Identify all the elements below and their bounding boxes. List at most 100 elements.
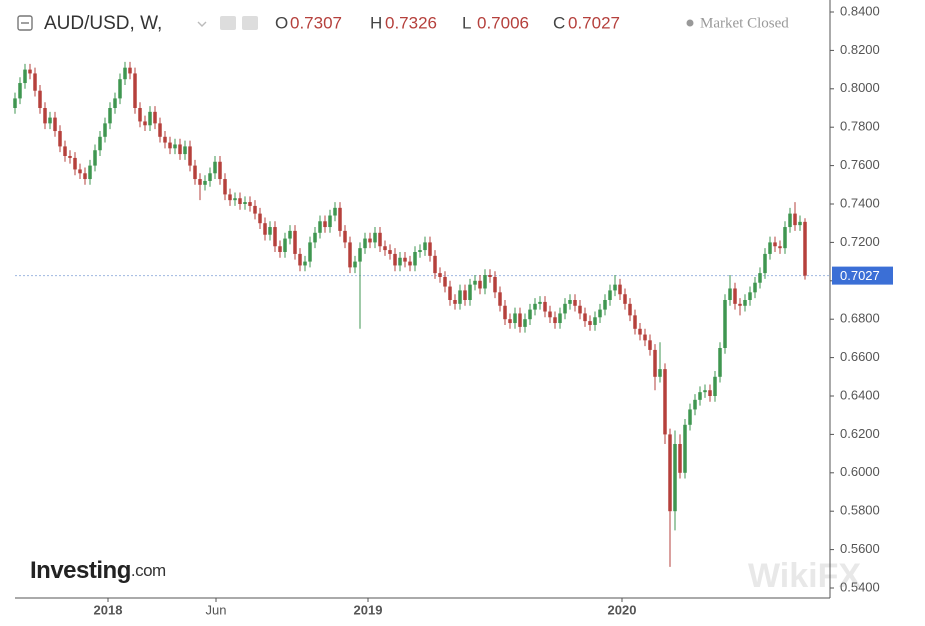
logo: Investing.com [30,557,166,584]
candle-body [738,303,742,306]
candle-body [663,369,667,435]
candle-body [178,144,182,155]
candle-body [448,286,452,300]
candle-body [253,205,257,214]
ohlc-label: L [462,13,471,32]
candle-body [743,300,747,306]
candle-body [258,213,262,224]
candle-body [788,213,792,228]
watermark: WikiFX [748,557,861,595]
candle-body [193,165,197,180]
settings-icon[interactable] [242,16,258,30]
candle-body [18,83,22,99]
candle-body [83,173,87,180]
candle-body [273,227,277,247]
candle-body [393,253,397,266]
candle-body [618,284,622,295]
candle-body [763,253,767,274]
y-tick-label: 0.6000 [840,464,880,479]
candle-body [508,319,512,324]
ohlc-label: O [275,13,288,32]
candle-body [413,252,417,266]
candle-body [148,111,152,126]
y-tick-label: 0.5400 [840,579,880,594]
candle-body [168,142,172,149]
candle-body [108,108,112,124]
candle-body [598,309,602,318]
chart-title: AUD/USD, W, [44,13,162,34]
candle-body [188,146,192,166]
candle-body [418,250,422,252]
candle-body [338,207,342,231]
candle-body [223,179,227,195]
candle-body [558,313,562,324]
y-tick-label: 0.7200 [840,234,880,249]
candle-body [688,409,692,425]
candle-body [673,444,677,512]
candle-body [453,300,457,304]
candle-body [358,248,362,262]
candle-body [568,300,572,304]
candle-body [718,348,722,377]
candle-body [603,300,607,310]
candle-body [628,303,632,316]
candle-body [668,434,672,512]
ohlc-value: 0.7027 [568,13,620,32]
candle-body [438,273,442,277]
candle-body [703,390,707,393]
candle-body [98,136,102,151]
candle-body [198,179,202,185]
candle-body [263,223,267,235]
candle-body [573,300,577,306]
candle-body [278,246,282,252]
candle-body [343,230,347,243]
candle-body [423,242,427,251]
candle-body [323,221,327,228]
candle-body [213,161,217,174]
candle-body [73,157,77,170]
candle-body [298,253,302,266]
candle-body [353,261,357,268]
candle-body [333,207,337,216]
ohlc-value: 0.7307 [290,13,342,32]
dropdown-arrow[interactable] [197,21,207,27]
candle-body [113,98,117,108]
x-tick-label: 2020 [608,602,637,617]
collapse-icon[interactable] [17,15,33,31]
candle-body [433,255,437,274]
candle-body [88,165,92,180]
candle-body [203,180,207,185]
candle-body [503,305,507,320]
candle-body [708,390,712,396]
candle-body [638,328,642,335]
candle-body [283,238,287,252]
candle-body [643,334,647,341]
ohlc-value: 0.7326 [385,13,437,32]
candle-body [778,246,782,249]
candle-body [538,301,542,304]
eye-icon[interactable] [220,16,236,30]
candle-body [518,313,522,327]
candle-body [43,108,47,124]
ohlc-label: C [553,13,565,32]
candle-body [28,69,32,74]
candle-body [693,399,697,410]
candle-body [623,294,627,304]
candle-body [653,349,657,377]
candle-body [713,376,717,396]
candle-body [378,232,382,247]
candle-body [268,227,272,235]
status-dot [686,19,694,27]
candle-body [768,242,772,254]
candle-body [383,246,387,251]
candle-body [128,67,132,74]
candle-body [648,340,652,350]
candle-body [288,230,292,239]
ohlc-label: H [370,13,382,32]
y-tick-label: 0.5600 [840,541,880,556]
candle-body [458,290,462,304]
y-tick-label: 0.7600 [840,157,880,172]
candle-body [248,202,252,206]
candle-body [33,73,37,91]
